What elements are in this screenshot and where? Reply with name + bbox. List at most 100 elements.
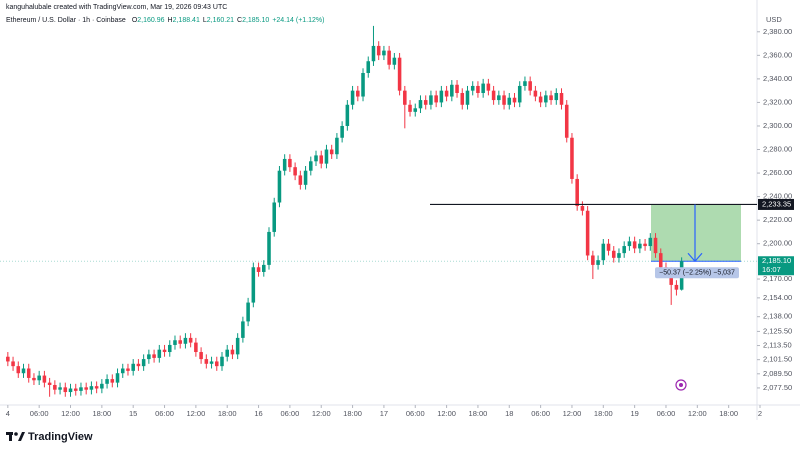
x-tick-label: 12:00: [61, 409, 80, 418]
candle-body: [345, 104, 350, 126]
candle-body: [450, 84, 454, 97]
candle-body: [225, 349, 229, 357]
y-tick-label: 2,170.00: [763, 274, 792, 283]
candle-body: [329, 149, 334, 155]
y-tick-label: 2,154.00: [763, 293, 792, 302]
x-tick-label: 06:00: [281, 409, 300, 418]
candle-body: [622, 246, 626, 254]
ohlc-value: 2,160.96: [137, 17, 164, 24]
candle-body: [397, 57, 402, 91]
y-tick-label: 2,360.00: [763, 50, 792, 59]
candle-body: [282, 158, 287, 171]
y-tick-label: 2,138.00: [763, 312, 792, 321]
candle-body: [267, 231, 271, 265]
candle-body: [674, 284, 679, 290]
candle-body: [408, 104, 412, 112]
x-tick-label: 17: [380, 409, 388, 418]
candle-body: [199, 352, 203, 360]
candle-body: [497, 95, 501, 101]
candle-body: [324, 149, 329, 164]
level-badge: [758, 198, 794, 210]
candle-body: [507, 97, 512, 105]
candle-body: [434, 95, 438, 103]
candle-body: [585, 210, 590, 256]
x-tick-label: 12:00: [312, 409, 331, 418]
candle-body: [418, 100, 423, 109]
x-tick-label: 12:00: [563, 409, 582, 418]
candle-body: [272, 202, 277, 232]
candle-body: [79, 387, 83, 391]
y-tick-label: 2,101.50: [763, 355, 792, 364]
x-tick-label: 06:00: [657, 409, 676, 418]
ohlc-key: L: [203, 17, 207, 24]
candle-body: [147, 354, 151, 360]
candle-body: [167, 344, 172, 353]
candle-body: [32, 377, 36, 381]
last-price-badge: [758, 256, 794, 276]
x-tick-label: 06:00: [30, 409, 49, 418]
y-tick-label: 2,300.00: [763, 121, 792, 130]
candle-body: [204, 359, 209, 364]
candle-body: [293, 167, 297, 176]
candle-body: [669, 271, 673, 285]
candle-body: [37, 375, 41, 381]
candle-body: [538, 96, 543, 103]
brand: TradingView: [28, 431, 93, 443]
candle-body: [241, 321, 245, 338]
x-tick-label: 18:00: [719, 409, 738, 418]
candle-body: [314, 155, 318, 162]
candle-body: [235, 337, 240, 355]
y-tick-label: 2,089.50: [763, 369, 792, 378]
candle-body: [126, 368, 130, 371]
candle-body: [100, 383, 104, 389]
candle-body: [303, 170, 308, 185]
candle-body: [523, 81, 527, 86]
candle-body: [413, 108, 418, 112]
candle-body: [319, 155, 324, 164]
y-tick-label: 2,380.00: [763, 27, 792, 36]
candle-body: [580, 206, 585, 211]
candle-body: [53, 384, 57, 390]
candle-body: [601, 243, 606, 261]
candle-body: [596, 260, 600, 265]
ohlc-key: C: [237, 17, 242, 24]
y-tick-label: 2,260.00: [763, 168, 792, 177]
candle-body: [63, 387, 68, 393]
candle-body: [68, 388, 73, 393]
candle-body: [611, 250, 616, 258]
candle-body: [366, 61, 371, 73]
candle-body: [178, 340, 182, 344]
candle-body: [262, 264, 266, 272]
candle-body: [277, 170, 282, 203]
candle-body: [84, 387, 88, 390]
x-tick-label: 12:00: [437, 409, 456, 418]
candle-body: [470, 85, 475, 91]
x-tick-label: 4: [6, 409, 10, 418]
candle-body: [564, 104, 569, 138]
candle-body: [439, 90, 444, 103]
candle-body: [141, 359, 146, 367]
candle-body: [591, 255, 595, 265]
x-tick-label: 18:00: [343, 409, 362, 418]
candle-body: [491, 90, 496, 101]
y-tick-label: 2,340.00: [763, 74, 792, 83]
x-tick-label: 2: [758, 409, 762, 418]
x-tick-label: 12:00: [186, 409, 205, 418]
candle-body: [350, 90, 355, 105]
candle-body: [632, 241, 637, 249]
candle-body: [105, 379, 109, 384]
y-tick-label: 2,077.50: [763, 383, 792, 392]
candle-body: [183, 337, 188, 344]
candle-body: [517, 85, 522, 103]
last-price-label: 2,185.10: [762, 256, 791, 265]
candle-body: [288, 158, 292, 168]
change: +24.14 (+1.12%): [272, 17, 324, 24]
candle-body: [89, 386, 94, 390]
candle-body: [256, 267, 261, 272]
candle-body: [423, 100, 428, 105]
candle-body: [533, 90, 538, 97]
candle-body: [47, 382, 52, 385]
candle-body: [340, 125, 344, 138]
candle-body: [502, 95, 506, 105]
candle-body: [544, 95, 548, 103]
